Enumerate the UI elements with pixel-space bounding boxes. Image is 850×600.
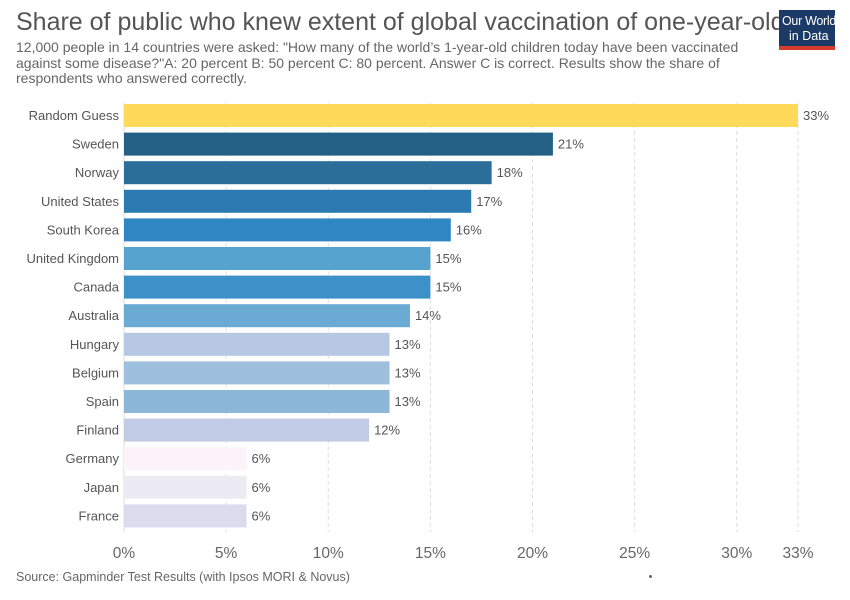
- x-tick-label: 15%: [415, 545, 446, 562]
- bar[interactable]: [124, 218, 451, 242]
- value-label: 6%: [252, 508, 271, 523]
- bar[interactable]: [124, 189, 472, 213]
- bar[interactable]: [124, 304, 410, 328]
- category-label: Spain: [86, 394, 119, 409]
- bar[interactable]: [124, 161, 492, 185]
- bar[interactable]: [124, 361, 390, 385]
- category-label: Japan: [84, 480, 119, 495]
- value-label: 33%: [803, 108, 829, 123]
- bar[interactable]: [124, 390, 390, 413]
- category-label: France: [79, 508, 119, 523]
- owid-logo[interactable]: Our World in Data: [779, 10, 837, 50]
- value-label: 17%: [476, 194, 502, 209]
- value-label: 14%: [415, 308, 441, 323]
- bar[interactable]: [124, 247, 431, 270]
- source-note[interactable]: Source: Gapminder Test Results (with Ips…: [16, 570, 350, 584]
- bars: [124, 104, 798, 528]
- category-label: Australia: [68, 308, 119, 323]
- category-label: Hungary: [70, 337, 120, 352]
- category-labels: Random Guess Sweden Norway United States Sou…: [27, 108, 120, 523]
- value-label: 12%: [374, 423, 400, 438]
- category-label: Canada: [73, 280, 119, 295]
- x-tick-label: 10%: [313, 545, 344, 562]
- category-label: South Korea: [47, 222, 120, 237]
- x-tick-label: 5%: [215, 545, 238, 562]
- chart-title: Share of public who knew extent of globa…: [16, 8, 798, 36]
- x-tick-label: 30%: [721, 545, 752, 562]
- value-label: 21%: [558, 137, 584, 152]
- value-label: 13%: [395, 337, 421, 352]
- bar[interactable]: [124, 447, 247, 471]
- category-label: Norway: [75, 165, 120, 180]
- chart-subtitle: 12,000 people in 14 countries were asked…: [16, 39, 739, 86]
- logo-accent-bar: [779, 46, 835, 50]
- bar[interactable]: [124, 104, 798, 127]
- logo-line-1: Our World: [782, 14, 837, 28]
- bar[interactable]: [124, 132, 553, 156]
- value-label: 18%: [497, 165, 523, 180]
- value-label: 13%: [395, 365, 421, 380]
- value-label: 6%: [252, 451, 271, 466]
- value-label: 13%: [395, 394, 421, 409]
- x-tick-label: 0%: [113, 545, 136, 562]
- x-tick-label: 25%: [619, 545, 650, 562]
- bar[interactable]: [124, 418, 370, 442]
- category-label: United Kingdom: [27, 251, 120, 266]
- category-label: Belgium: [72, 365, 119, 380]
- bar[interactable]: [124, 332, 390, 356]
- logo-line-2: in Data: [789, 29, 829, 43]
- bar[interactable]: [124, 504, 247, 528]
- value-labels: 33% 21% 18% 17% 16% 15% 15% 14% 13% 13% 13% 12% 6% 6%…: [252, 108, 830, 523]
- footer-dot: [649, 575, 652, 578]
- x-tick-label: 20%: [517, 545, 548, 562]
- category-label: Random Guess: [29, 108, 120, 123]
- category-label: Sweden: [72, 137, 119, 152]
- category-label: Finland: [76, 423, 119, 438]
- value-label: 15%: [435, 280, 461, 295]
- x-axis-ticks: 0% 5% 10% 15% 20% 25% 30% 33%: [113, 545, 814, 562]
- bar[interactable]: [124, 475, 247, 499]
- x-tick-label: 33%: [782, 545, 813, 562]
- category-label: United States: [41, 194, 120, 209]
- bar[interactable]: [124, 275, 431, 299]
- value-label: 16%: [456, 222, 482, 237]
- category-label: Germany: [66, 451, 120, 466]
- value-label: 6%: [252, 480, 271, 495]
- value-label: 15%: [435, 251, 461, 266]
